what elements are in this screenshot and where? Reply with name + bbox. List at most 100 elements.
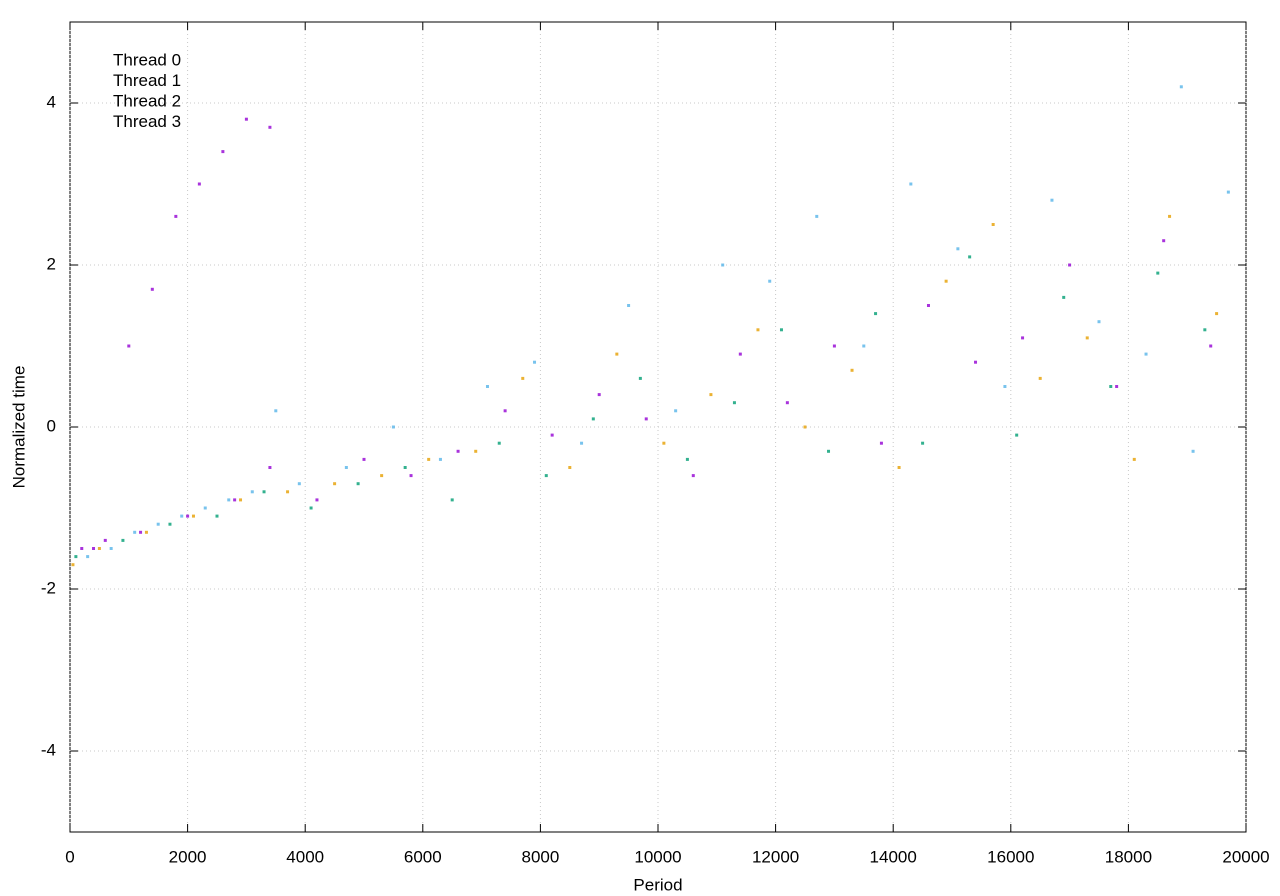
x-tick-label: 8000 — [521, 847, 559, 866]
point — [926, 304, 930, 307]
point — [92, 547, 96, 550]
y-tick-label: 2 — [47, 254, 56, 273]
point — [874, 312, 878, 316]
point — [221, 150, 225, 154]
point — [550, 433, 554, 437]
point — [133, 530, 137, 534]
point — [215, 514, 219, 518]
point — [1191, 449, 1195, 453]
point — [968, 255, 972, 259]
point — [127, 344, 131, 348]
point — [144, 530, 148, 534]
y-tick-label: -2 — [41, 578, 56, 597]
point — [850, 368, 854, 372]
point — [80, 547, 84, 550]
point — [203, 506, 207, 510]
point — [1038, 376, 1042, 380]
point — [1068, 263, 1072, 267]
point — [627, 304, 631, 307]
point — [709, 393, 713, 397]
point — [832, 344, 836, 348]
y-tick-label: 4 — [47, 92, 56, 111]
x-tick-label: 12000 — [752, 847, 799, 866]
point — [71, 563, 75, 567]
point — [438, 457, 442, 461]
point — [921, 441, 925, 445]
point — [615, 352, 619, 356]
point — [521, 376, 525, 380]
x-axis-label: Period — [633, 875, 682, 894]
point — [233, 498, 237, 502]
point — [991, 223, 995, 226]
point — [803, 425, 807, 429]
point — [262, 490, 266, 494]
point — [109, 547, 113, 550]
point — [274, 409, 278, 413]
point — [86, 555, 90, 559]
point — [121, 538, 125, 542]
point — [474, 449, 478, 453]
point — [1226, 190, 1230, 194]
point — [391, 425, 395, 429]
point — [191, 514, 195, 518]
x-tick-label: 18000 — [1105, 847, 1152, 866]
point — [427, 457, 431, 461]
point — [103, 538, 107, 542]
point — [286, 490, 290, 494]
point — [503, 409, 507, 413]
point — [580, 441, 584, 445]
point — [1144, 352, 1148, 356]
point — [174, 214, 178, 218]
point — [156, 522, 160, 526]
point — [597, 393, 601, 397]
point — [944, 279, 948, 283]
point — [644, 417, 648, 421]
point — [768, 279, 772, 283]
point — [456, 449, 460, 453]
point — [1209, 344, 1213, 348]
y-tick-label: 0 — [47, 416, 56, 435]
point — [1097, 320, 1101, 324]
point — [662, 441, 666, 445]
x-tick-label: 4000 — [286, 847, 324, 866]
point — [1215, 312, 1219, 316]
point — [180, 514, 184, 518]
point — [533, 360, 537, 364]
point — [1156, 271, 1160, 275]
point — [685, 457, 689, 461]
point — [1168, 214, 1172, 218]
point — [333, 482, 337, 486]
point — [779, 328, 783, 332]
point — [1115, 385, 1119, 388]
point — [1162, 239, 1166, 243]
point — [721, 263, 725, 267]
point — [450, 498, 454, 502]
point — [1203, 328, 1207, 332]
point — [403, 466, 407, 469]
point — [1062, 295, 1066, 299]
point — [297, 482, 301, 486]
point — [315, 498, 319, 502]
point — [732, 401, 736, 405]
point — [239, 498, 243, 502]
y-axis-label: Normalized time — [9, 366, 28, 489]
point — [591, 417, 595, 421]
point — [638, 376, 642, 380]
point — [139, 530, 143, 534]
point — [909, 182, 913, 186]
point — [879, 441, 883, 445]
point — [862, 344, 866, 348]
x-tick-label: 16000 — [987, 847, 1034, 866]
point — [568, 466, 572, 469]
point — [674, 409, 678, 413]
point — [74, 555, 78, 559]
x-tick-label: 10000 — [634, 847, 681, 866]
x-tick-label: 20000 — [1222, 847, 1269, 866]
point — [497, 441, 501, 445]
y-tick-label: -4 — [41, 740, 56, 759]
point — [1179, 85, 1183, 89]
point — [815, 214, 819, 218]
point — [785, 401, 789, 405]
point — [738, 352, 742, 356]
point — [1132, 457, 1136, 461]
